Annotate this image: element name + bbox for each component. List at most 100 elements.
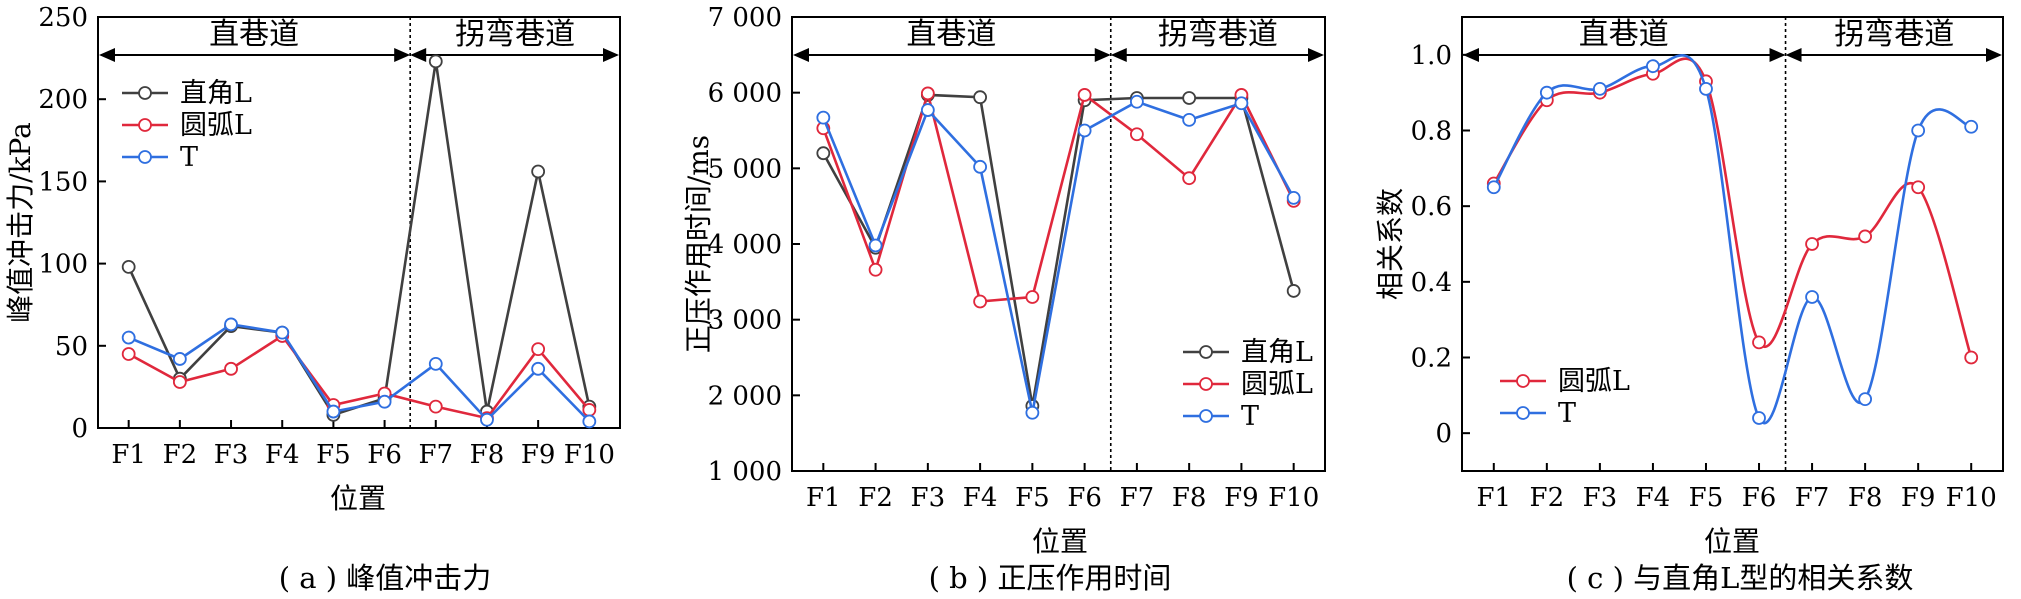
y-axis-label: 相关系数	[1374, 188, 1407, 300]
data-point	[1911, 123, 1926, 138]
x-axis-label: 位置	[1704, 525, 1760, 558]
turning-region-arrow-right-head	[1986, 48, 2002, 62]
y-tick-label: 6 000	[708, 79, 782, 109]
data-point	[172, 375, 187, 389]
data-point	[224, 361, 238, 376]
panel-caption: ( b ) 正压作用时间	[929, 561, 1172, 595]
x-tick-label: F10	[1946, 483, 1997, 513]
y-tick-label: 50	[55, 332, 88, 362]
data-point	[1964, 119, 1979, 134]
data-point	[816, 110, 831, 125]
data-point	[1025, 405, 1040, 420]
turning-region-arrow-right-head	[1308, 48, 1324, 62]
x-tick-label: F4	[1636, 483, 1671, 513]
legend-swatch-marker	[138, 118, 152, 132]
data-point	[920, 103, 935, 117]
data-point	[868, 262, 883, 277]
data-point	[121, 347, 136, 361]
data-point	[377, 394, 392, 409]
legend-label: T	[1558, 398, 1576, 429]
straight-region-arrow-left-head	[99, 48, 115, 62]
y-tick-label: 200	[38, 85, 88, 115]
legend-swatch-marker	[138, 86, 152, 100]
legend-swatch-marker	[1516, 374, 1530, 388]
y-tick-label: 250	[38, 3, 88, 33]
x-tick-label: F1	[806, 483, 841, 513]
x-tick-label: F1	[1476, 483, 1511, 513]
data-point	[868, 238, 883, 253]
data-point	[1182, 113, 1197, 127]
x-tick-label: F5	[316, 440, 351, 470]
x-tick-label: F5	[1015, 483, 1050, 513]
data-point	[121, 259, 136, 274]
x-tick-label: F2	[858, 483, 893, 513]
data-point	[224, 317, 238, 332]
plot-frame	[1461, 16, 2004, 472]
y-axis-label: 正压作用时间/ms	[682, 135, 715, 353]
data-point	[1646, 59, 1660, 74]
series-line-2	[822, 100, 1295, 413]
data-point	[172, 352, 187, 366]
straight-region-arrow-right-head	[1094, 48, 1111, 62]
x-tick-label: F9	[521, 440, 556, 470]
data-point	[1286, 284, 1301, 298]
x-tick-label: F6	[367, 440, 402, 470]
y-tick-label: 0.4	[1411, 268, 1452, 298]
x-tick-label: F10	[1268, 483, 1319, 513]
chart-panel-b: 1 000 2 000 3 000 4 000 5 000 6 000 7 000 F1 F2 F…	[682, 3, 1326, 595]
x-tick-label: F10	[564, 440, 615, 470]
x-tick-label: F6	[1742, 483, 1777, 513]
x-tick-label: F3	[911, 483, 946, 513]
data-point	[1805, 237, 1819, 251]
straight-region-arrow-left-head	[793, 48, 809, 62]
data-point	[973, 294, 988, 309]
x-tick-label: F9	[1901, 483, 1936, 513]
panel-caption: ( c ) 与直角L型的相关系数	[1567, 561, 1914, 595]
legend-label: 圆弧L	[180, 110, 252, 141]
x-tick-label: F3	[214, 440, 249, 470]
data-point	[973, 159, 988, 174]
legend-swatch-marker	[138, 150, 152, 164]
y-tick-label: 3 000	[708, 306, 782, 336]
legend-swatch-marker	[1199, 409, 1213, 423]
data-point	[1964, 350, 1979, 365]
data-point	[1752, 411, 1766, 425]
data-point	[816, 146, 831, 161]
y-tick-label: 150	[38, 167, 88, 197]
data-point	[531, 342, 546, 356]
x-tick-label: F8	[1172, 483, 1207, 513]
region-label-turning: 拐弯巷道	[1834, 17, 1954, 52]
x-tick-label: F8	[1848, 483, 1883, 513]
data-point	[275, 325, 290, 340]
y-tick-label: 0.8	[1411, 117, 1452, 147]
x-tick-label: F3	[1583, 483, 1618, 513]
legend-label: 直角L	[1241, 337, 1313, 368]
y-axis-label: 峰值冲击力/kPa	[4, 122, 37, 323]
data-point	[1077, 123, 1092, 138]
data-point	[531, 361, 546, 376]
x-tick-label: F7	[1120, 483, 1155, 513]
data-point	[973, 90, 988, 105]
x-tick-label: F2	[163, 440, 198, 470]
data-point	[920, 86, 935, 101]
straight-region-arrow-left-head	[1463, 48, 1479, 62]
y-tick-label: 1 000	[708, 457, 782, 487]
data-point	[1077, 88, 1092, 102]
x-tick-label: F9	[1224, 483, 1259, 513]
legend-label: T	[1241, 401, 1259, 432]
data-point	[1486, 180, 1501, 195]
data-point	[1539, 85, 1554, 100]
turning-region-arrow-right-head	[603, 48, 619, 62]
data-point	[531, 164, 546, 179]
data-point	[428, 399, 443, 414]
y-tick-label: 100	[38, 250, 88, 280]
series-line-2	[128, 323, 591, 423]
turning-region-arrow-left-head	[410, 48, 427, 62]
y-tick-label: 0.6	[1411, 192, 1452, 222]
data-point	[1752, 335, 1766, 350]
straight-region-arrow-right-head	[1769, 48, 1786, 62]
data-point	[1182, 91, 1197, 105]
data-point	[326, 404, 341, 419]
data-point	[1129, 127, 1144, 142]
